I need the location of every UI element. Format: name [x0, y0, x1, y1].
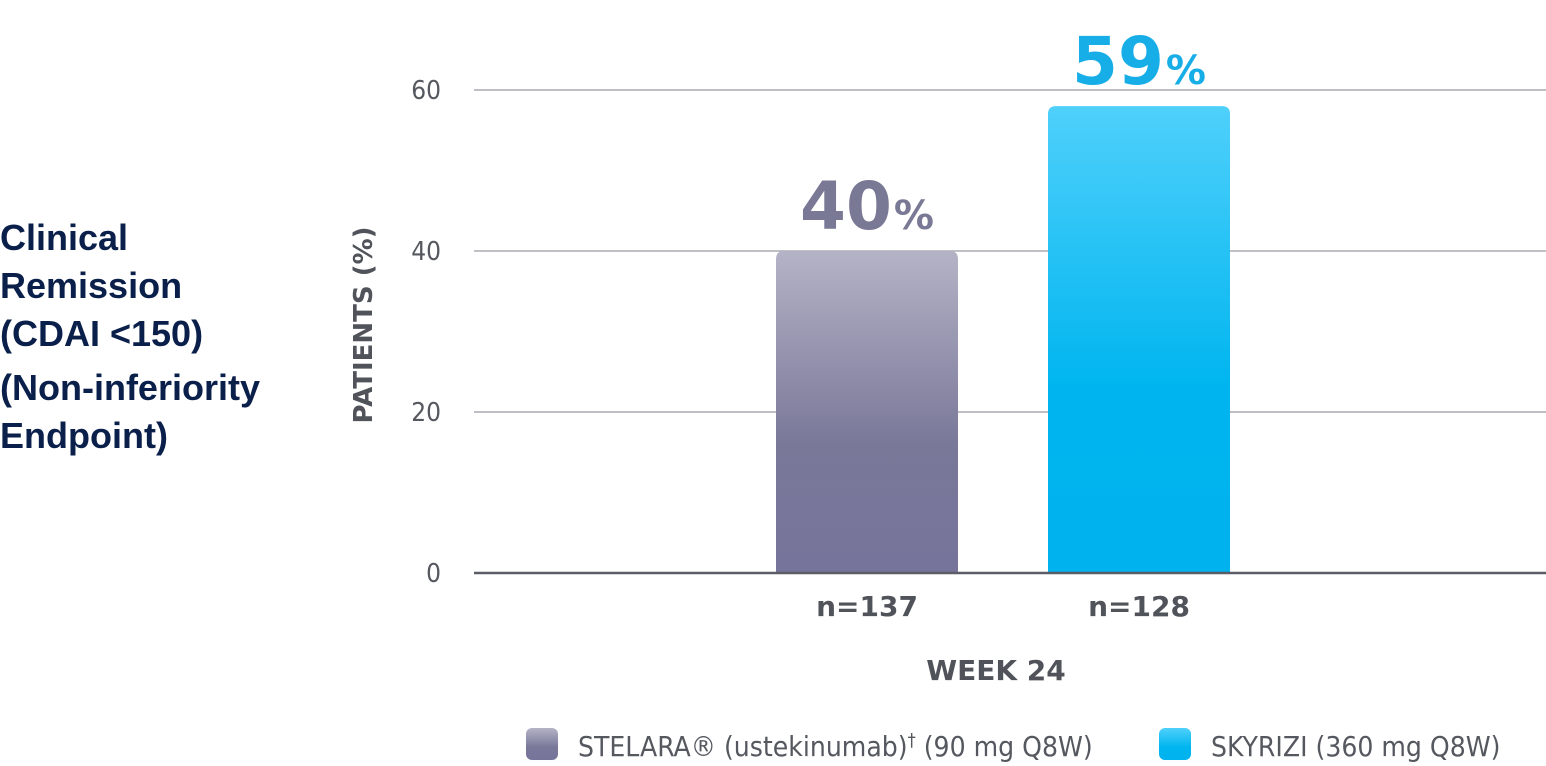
bars — [776, 106, 1230, 573]
legend-item: STELARA® (ustekinumab)† (90 mg Q8W) — [526, 728, 1093, 763]
bar-skyrizi — [1048, 106, 1230, 573]
legend-label: SKYRIZI (360 mg Q8W) — [1211, 730, 1501, 763]
bar-value-label: 59% — [1072, 23, 1206, 100]
bar-value-number: 40 — [800, 168, 892, 245]
side-title-line: Endpoint) — [0, 415, 168, 456]
y-axis-ticks: 0 20 40 60 — [411, 76, 441, 589]
legend-item: SKYRIZI (360 mg Q8W) — [1159, 728, 1501, 763]
category-labels: n=137 n=128 — [816, 590, 1190, 623]
y-tick-label: 20 — [411, 398, 441, 428]
side-title-line: Remission — [0, 265, 183, 306]
legend-swatch — [1159, 728, 1191, 760]
y-tick-label: 0 — [426, 559, 441, 589]
side-title-line: (CDAI <150) — [0, 313, 204, 354]
y-tick-label: 40 — [411, 237, 441, 267]
bar-value-label: 40% — [800, 168, 934, 245]
chart-side-title: Clinical Remission (CDAI <150) (Non-inferio… — [0, 214, 320, 460]
value-labels: 40%59% — [800, 23, 1206, 245]
side-title-line: Clinical — [0, 217, 129, 258]
bar-value-unit: % — [1166, 48, 1206, 94]
gridlines — [474, 89, 1546, 413]
legend-swatch — [526, 728, 558, 760]
bar-value-number: 59 — [1072, 23, 1164, 100]
side-title-line: (Non-inferiority — [0, 367, 260, 408]
legend-label: STELARA® (ustekinumab)† (90 mg Q8W) — [578, 730, 1093, 763]
bar-stelara — [776, 251, 958, 573]
category-label: n=128 — [1088, 590, 1190, 623]
legend: STELARA® (ustekinumab)† (90 mg Q8W) SKYRI… — [526, 728, 1501, 763]
y-axis-label: PATIENTS (%) — [349, 226, 379, 423]
bar-value-unit: % — [894, 193, 934, 239]
y-tick-label: 60 — [411, 76, 441, 106]
x-axis-label: WEEK 24 — [926, 654, 1066, 687]
category-label: n=137 — [816, 590, 918, 623]
